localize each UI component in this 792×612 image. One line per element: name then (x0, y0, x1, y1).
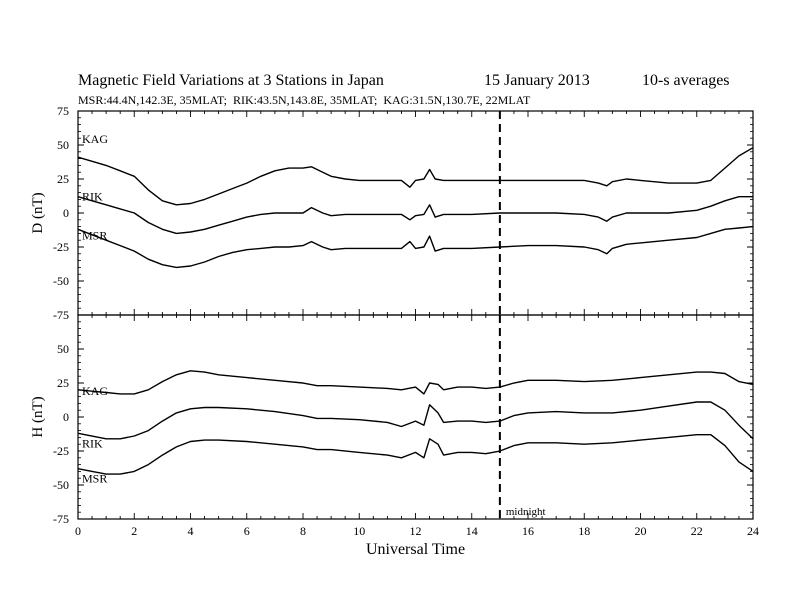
y-tick-label-D: -50 (53, 274, 69, 288)
x-axis-label: Universal Time (366, 541, 465, 558)
chart-averaging: 10-s averages (642, 72, 730, 89)
chart-title: Magnetic Field Variations at 3 Stations … (78, 72, 384, 89)
x-tick-label: 8 (300, 524, 306, 538)
series-line-msr-H (77, 434, 754, 475)
series-label-kag-H: KAG (82, 384, 108, 398)
series-line-kag-D (77, 147, 754, 206)
series-label-msr-D: MSR (82, 228, 107, 242)
y-tick-label-D: 75 (57, 104, 69, 118)
midnight-label: midnight (506, 506, 546, 518)
y-tick-label-D: 0 (63, 206, 69, 220)
station-coordinates: MSR:44.4N,142.3E, 35MLAT; RIK:43.5N,143.… (78, 93, 531, 107)
series-line-msr-D (77, 225, 754, 269)
x-tick-label: 10 (353, 524, 365, 538)
y-axis-label-D: D (nT) (30, 192, 46, 233)
y-tick-label-H: -25 (53, 444, 69, 458)
x-tick-label: 20 (635, 524, 647, 538)
series-line-rik-H (77, 401, 754, 440)
y-tick-label-H: 0 (63, 410, 69, 424)
series-line-kag-H (77, 370, 754, 395)
y-tick-label-H: -75 (53, 512, 69, 526)
chart-date: 15 January 2013 (484, 72, 590, 89)
y-tick-label-D: 50 (57, 138, 69, 152)
x-tick-label: 2 (131, 524, 137, 538)
x-tick-label: 6 (244, 524, 250, 538)
x-tick-label: 0 (75, 524, 81, 538)
y-axis-label-H: H (nT) (30, 396, 46, 437)
x-tick-label: 22 (691, 524, 703, 538)
series-label-kag-D: KAG (82, 132, 108, 146)
series-line-rik-D (77, 195, 753, 235)
x-tick-label: 16 (522, 524, 534, 538)
y-tick-label-H: -50 (53, 478, 69, 492)
x-tick-label: 18 (578, 524, 590, 538)
x-tick-label: 4 (188, 524, 194, 538)
y-tick-label-D: -75 (53, 308, 69, 322)
series-label-rik-H: RIK (82, 436, 103, 450)
x-tick-label: 14 (466, 524, 478, 538)
y-tick-label-H: 50 (57, 342, 69, 356)
series-label-rik-D: RIK (82, 190, 103, 204)
y-tick-label-H: 25 (57, 376, 69, 390)
x-tick-label: 12 (410, 524, 422, 538)
x-tick-label: 24 (747, 524, 759, 538)
series-label-msr-H: MSR (82, 472, 107, 486)
y-tick-label-D: 25 (57, 172, 69, 186)
y-tick-label-D: -25 (53, 240, 69, 254)
panel-frame-H (77, 314, 754, 520)
